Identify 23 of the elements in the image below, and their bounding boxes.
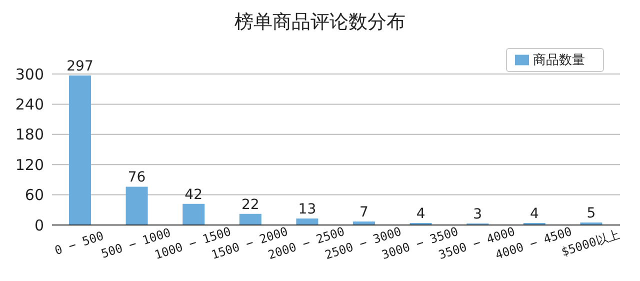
bar — [69, 76, 91, 225]
legend-label: 商品数量 — [533, 53, 585, 68]
data-label: 3 — [473, 206, 482, 222]
data-label: 76 — [128, 170, 146, 186]
data-label: 4 — [530, 206, 539, 222]
data-label: 297 — [66, 58, 94, 75]
y-tick-label: 120 — [15, 156, 44, 174]
y-tick-label: 0 — [34, 216, 44, 234]
y-tick-label: 240 — [15, 96, 44, 114]
chart-title: 榜单商品评论数分布 — [234, 10, 406, 35]
data-label: 42 — [184, 186, 203, 203]
bar — [296, 218, 318, 225]
bar — [239, 214, 262, 225]
y-tick-label: 300 — [15, 65, 44, 84]
data-label: 7 — [360, 204, 368, 220]
bar — [126, 186, 148, 225]
data-label: 22 — [241, 196, 260, 213]
data-label: 4 — [416, 206, 426, 222]
data-label: 13 — [298, 201, 316, 218]
data-label: 5 — [586, 205, 596, 222]
y-tick-label: 60 — [24, 186, 44, 204]
y-tick-label: 180 — [15, 126, 44, 144]
bar — [182, 204, 205, 225]
